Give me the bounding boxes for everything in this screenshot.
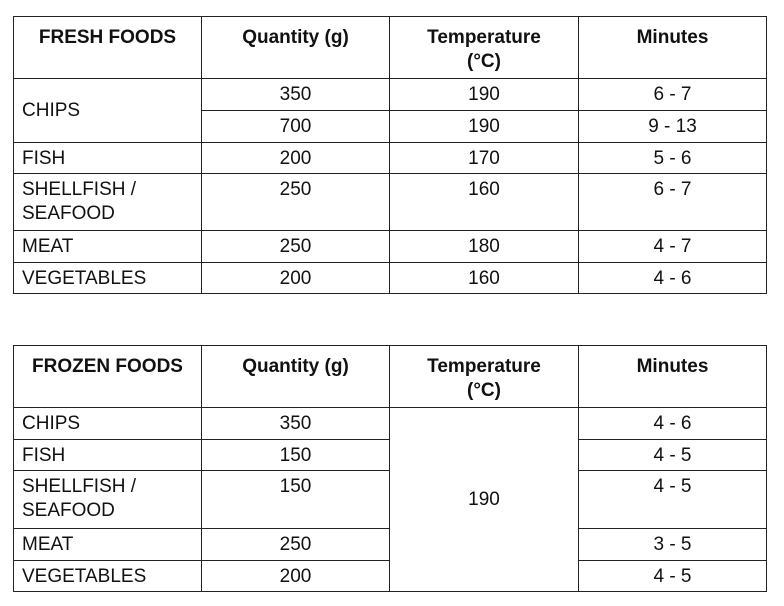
table-row: FISH 150 4 - 5 [13, 439, 767, 471]
temperature-merged-cell: 190 [389, 407, 579, 592]
minutes-cell: 4 - 6 [578, 407, 767, 440]
minutes-cell: 4 - 5 [578, 439, 767, 471]
minutes-cell: 4 - 5 [578, 560, 767, 592]
quantity-cell: 200 [201, 560, 390, 592]
quantity-cell: 700 [201, 110, 390, 143]
quantity-header: Quantity (g) [201, 16, 390, 79]
quantity-cell: 250 [201, 528, 390, 561]
quantity-cell: 200 [201, 142, 390, 174]
quantity-cell: 150 [201, 439, 390, 471]
frozen-foods-table: FROZEN FOODS Quantity (g) Temperature (°… [13, 345, 767, 592]
table-row: SHELLFISH / SEAFOOD 250 160 6 - 7 [13, 173, 767, 231]
fresh-foods-table: FRESH FOODS Quantity (g) Temperature (°C… [13, 16, 767, 294]
frozen-foods-header: FROZEN FOODS [13, 345, 202, 408]
food-name-meat: MEAT [13, 230, 202, 263]
minutes-cell: 3 - 5 [578, 528, 767, 561]
quantity-cell: 200 [201, 262, 390, 294]
minutes-header: Minutes [578, 16, 767, 79]
minutes-cell: 5 - 6 [578, 142, 767, 174]
temperature-cell: 190 [389, 110, 579, 143]
temperature-header-line2: (°C) [467, 51, 501, 72]
table-row: VEGETABLES 200 4 - 5 [13, 560, 767, 592]
fresh-header-row: FRESH FOODS Quantity (g) Temperature (°C… [13, 16, 767, 79]
food-name-vegetables: VEGETABLES [13, 560, 202, 592]
quantity-cell: 250 [201, 230, 390, 263]
food-name-shellfish: SHELLFISH / SEAFOOD [13, 173, 202, 231]
table-row: 700 190 9 - 13 [14, 110, 767, 143]
table-row: VEGETABLES 200 160 4 - 6 [13, 262, 767, 294]
quantity-cell: 350 [201, 407, 390, 440]
table-row: CHIPS 350 190 4 - 6 [13, 407, 767, 592]
fresh-foods-header: FRESH FOODS [13, 16, 202, 79]
temperature-cell: 190 [389, 78, 579, 111]
temperature-cell: 160 [389, 262, 579, 294]
temperature-header: Temperature (°C) [389, 345, 579, 408]
food-name-chips: CHIPS [13, 78, 202, 143]
food-name-fish: FISH [13, 439, 202, 471]
food-name-chips: CHIPS [13, 407, 202, 440]
temperature-cell: 160 [389, 173, 579, 231]
minutes-header: Minutes [578, 345, 767, 408]
food-name-line1: SHELLFISH / [22, 179, 137, 200]
quantity-cell: 250 [201, 173, 390, 231]
minutes-cell: 4 - 7 [578, 230, 767, 263]
temperature-cell: 170 [389, 142, 579, 174]
temperature-header-line1: Temperature [427, 27, 541, 48]
food-name-fish: FISH [13, 142, 202, 174]
frozen-header-row: FROZEN FOODS Quantity (g) Temperature (°… [13, 345, 767, 408]
food-name-line2: SEAFOOD [22, 500, 115, 521]
food-name-vegetables: VEGETABLES [13, 262, 202, 294]
table-row: CHIPS 350 190 6 - 7 [13, 78, 767, 143]
temperature-header-line1: Temperature [427, 356, 541, 377]
food-name-meat: MEAT [13, 528, 202, 561]
quantity-cell: 150 [201, 470, 390, 529]
table-row: MEAT 250 180 4 - 7 [13, 230, 767, 263]
temperature-header-line2: (°C) [467, 380, 501, 401]
minutes-cell: 4 - 5 [578, 470, 767, 529]
table-row: MEAT 250 3 - 5 [13, 528, 767, 561]
quantity-header: Quantity (g) [201, 345, 390, 408]
minutes-cell: 6 - 7 [578, 173, 767, 231]
temperature-cell: 180 [389, 230, 579, 263]
minutes-cell: 9 - 13 [578, 110, 767, 143]
minutes-cell: 4 - 6 [578, 262, 767, 294]
table-row: FISH 200 170 5 - 6 [13, 142, 767, 174]
minutes-cell: 6 - 7 [578, 78, 767, 111]
food-name-shellfish: SHELLFISH / SEAFOOD [13, 470, 202, 529]
food-name-line2: SEAFOOD [22, 203, 115, 224]
temperature-header: Temperature (°C) [389, 16, 579, 79]
food-name-line1: SHELLFISH / [22, 476, 137, 497]
quantity-cell: 350 [201, 78, 390, 111]
